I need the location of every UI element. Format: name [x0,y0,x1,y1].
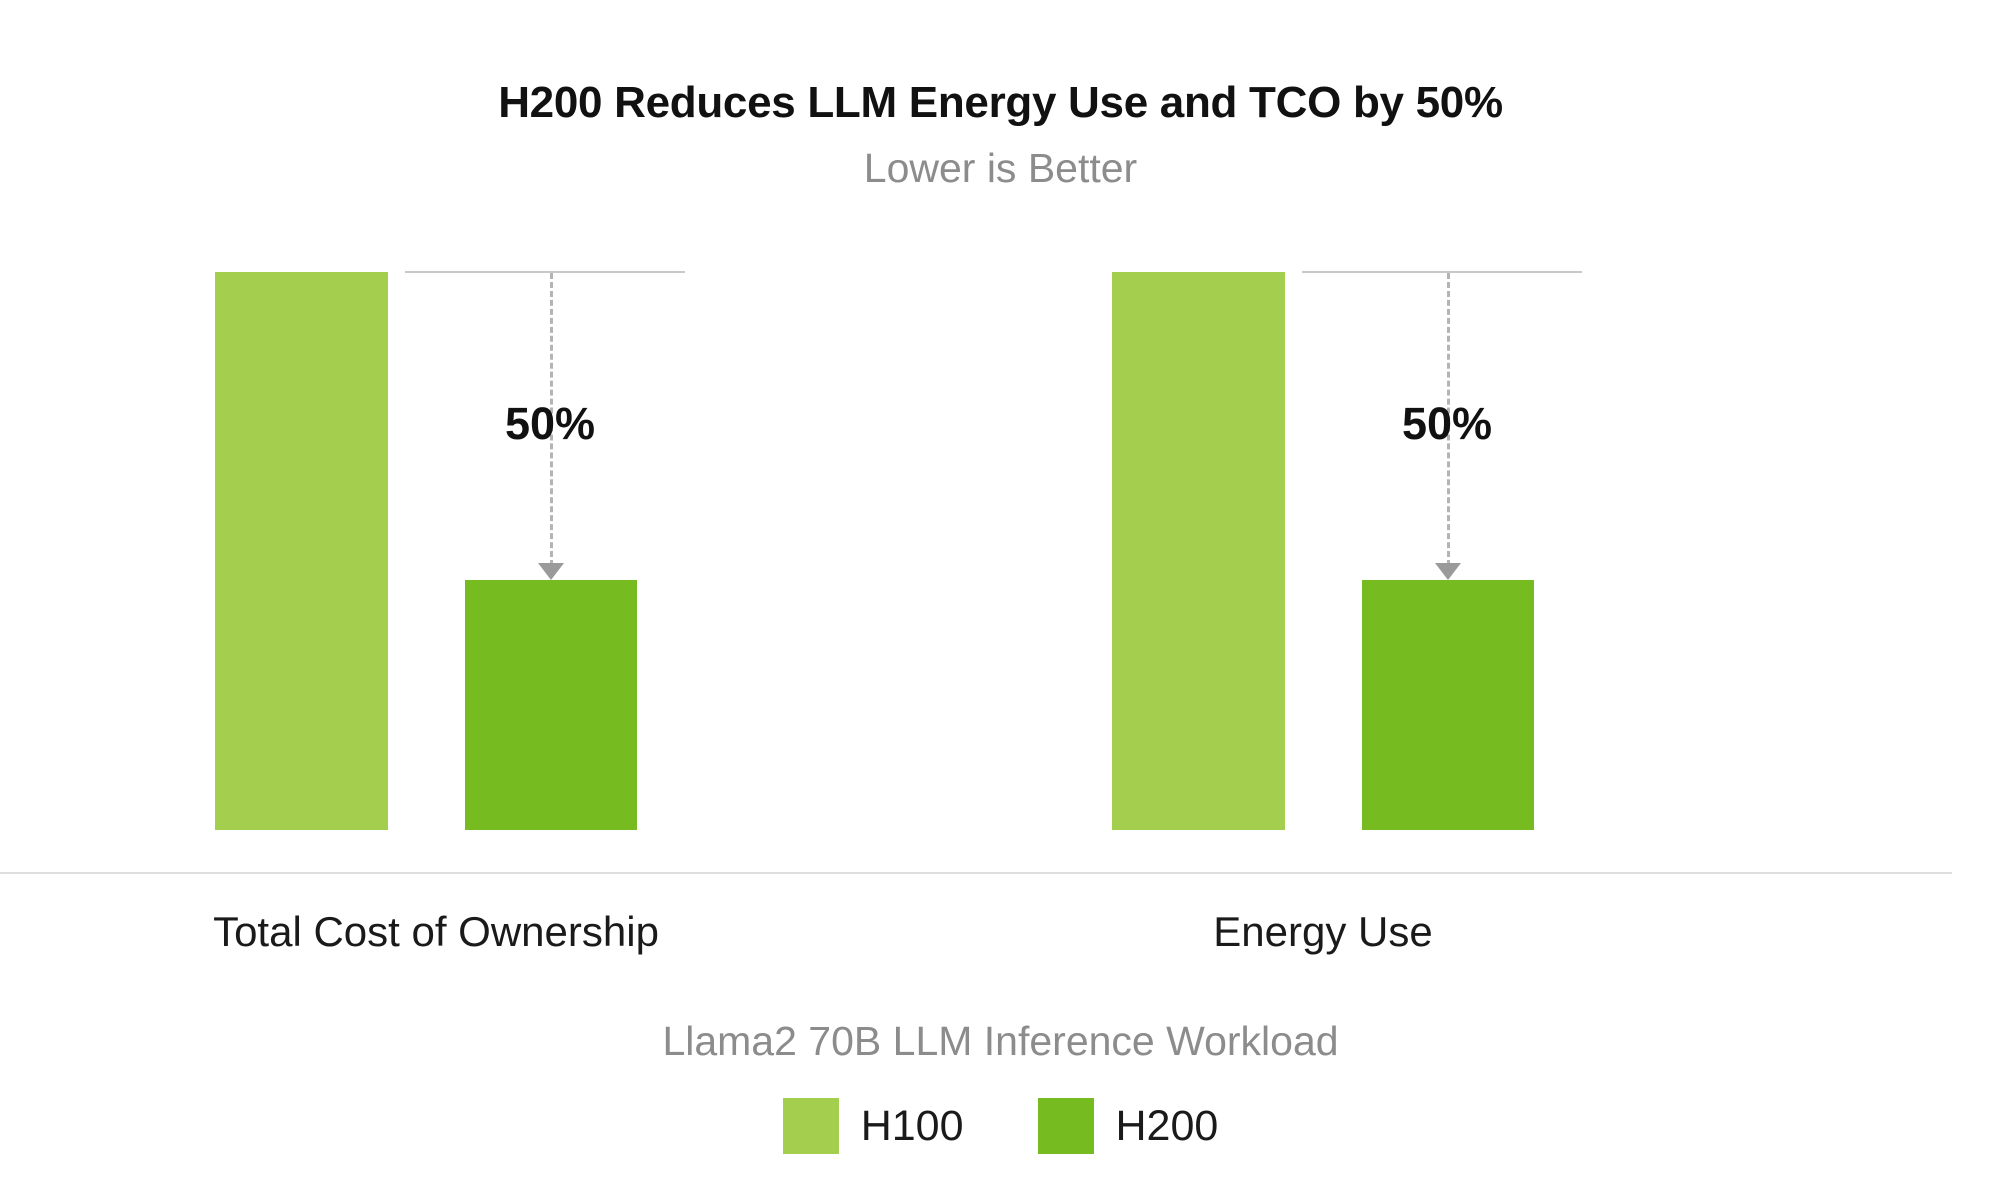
x-axis-caption: Llama2 70B LLM Inference Workload [662,1018,1339,1064]
category-label-energy-use: Energy Use [1213,908,1433,955]
chart-title: H200 Reduces LLM Energy Use and TCO by 5… [498,78,1503,127]
chart-legend: H100 H200 [0,1098,2001,1154]
drop-line-group-2 [1447,273,1450,566]
legend-label-h100: H100 [860,1101,964,1150]
chart-subtitle: Lower is Better [863,145,1138,191]
bar-h100-total-cost-of-ownership[interactable] [215,272,388,830]
legend-swatch-h200-icon [1037,1098,1094,1154]
arrow-head-icon-group-1 [538,563,564,580]
bar-h200-energy-use[interactable] [1362,580,1534,830]
reference-line-group-1 [405,271,685,273]
legend-item-h200[interactable]: H200 [1037,1098,1219,1154]
legend-swatch-h100-icon [782,1098,839,1154]
legend-item-h100[interactable]: H100 [782,1098,964,1154]
reference-line-group-2 [1302,271,1582,273]
legend-label-h200: H200 [1115,1101,1219,1150]
drop-line-group-1 [550,273,553,566]
arrow-head-icon-group-2 [1435,563,1461,580]
x-axis-baseline [0,872,1952,874]
bar-h100-energy-use[interactable] [1112,272,1285,830]
delta-label-group-2: 50% [1401,398,1493,449]
bar-h200-total-cost-of-ownership[interactable] [465,580,637,830]
delta-label-group-1: 50% [504,398,596,449]
category-label-total-cost-of-ownership: Total Cost of Ownership [213,908,659,955]
